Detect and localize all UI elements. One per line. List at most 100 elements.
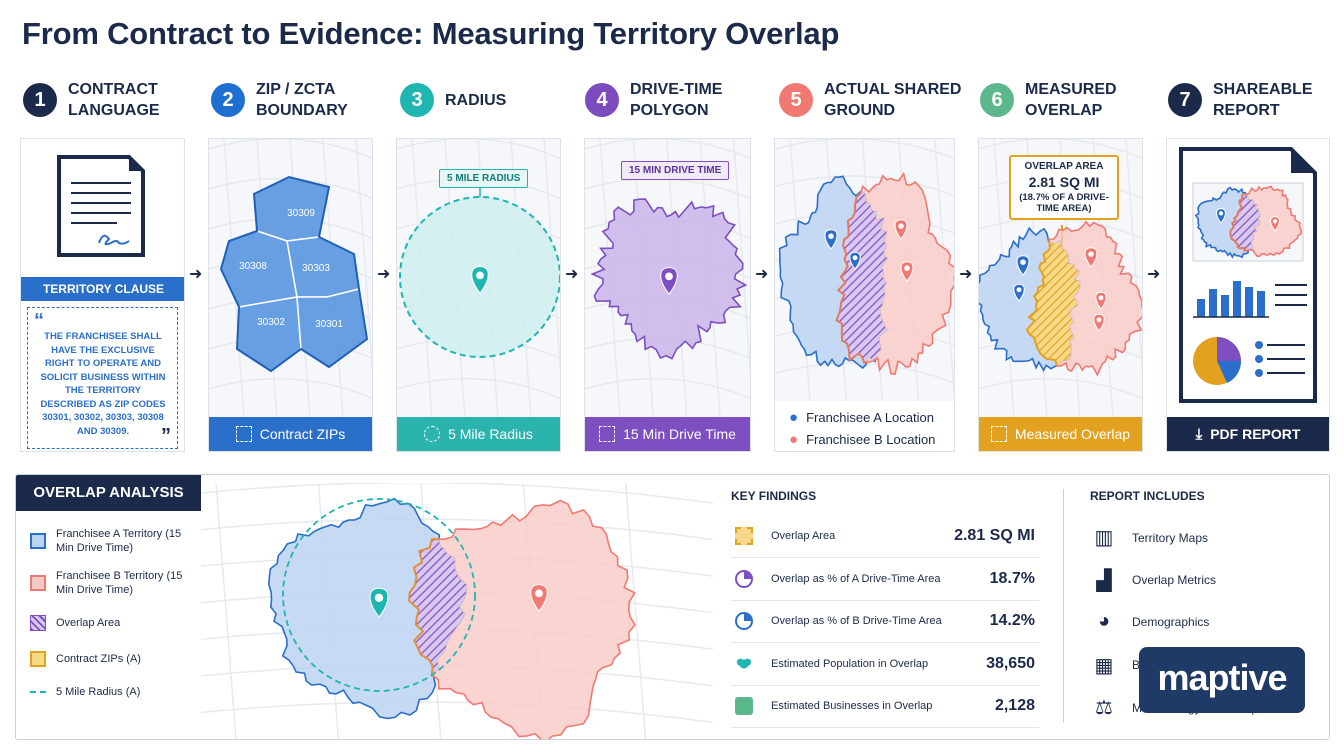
pin-dot bbox=[1272, 219, 1278, 224]
pin-dot bbox=[1016, 287, 1022, 293]
finding-value: 2.81 SQ MI bbox=[954, 527, 1035, 544]
arrow: ➜ bbox=[189, 266, 203, 283]
clause-heading: TERRITORY CLAUSE bbox=[21, 277, 184, 301]
zip-outline bbox=[219, 175, 369, 373]
radius-footer: 5 Mile Radius bbox=[397, 417, 560, 451]
legend-label: Contract ZIPs (A) bbox=[56, 653, 141, 665]
street bbox=[1125, 139, 1142, 374]
step-label: MEASURED OVERLAP bbox=[1025, 79, 1117, 121]
report-icon bbox=[1179, 147, 1317, 403]
report-footer: ⤓ PDF REPORT bbox=[1167, 417, 1329, 451]
legend-label: Franchisee B Territory (15 Min Drive Tim… bbox=[56, 570, 183, 596]
callout-title: OVERLAP AREA bbox=[1024, 161, 1104, 172]
pin-dot bbox=[1098, 295, 1104, 301]
mini-bar bbox=[1245, 287, 1253, 317]
drive-footer: 15 Min Drive Time bbox=[585, 417, 750, 451]
drive-map bbox=[585, 139, 750, 419]
pin-icon: ● bbox=[789, 431, 799, 448]
arrow: ➜ bbox=[755, 266, 769, 283]
legend-item: Contract ZIPs (A) bbox=[30, 651, 195, 667]
pin bbox=[900, 261, 914, 282]
findings-title: KEY FINDINGS bbox=[731, 489, 817, 503]
pin-dot bbox=[904, 265, 910, 271]
street bbox=[215, 483, 237, 739]
street bbox=[979, 139, 1142, 160]
step-number: 4 bbox=[585, 83, 619, 117]
clause-text: THE FRANCHISEE SHALL HAVE THE EXCLUSIVE … bbox=[40, 331, 166, 437]
label-line: RADIUS bbox=[445, 92, 507, 109]
drive-tag: 15 MIN DRIVE TIME bbox=[621, 161, 730, 180]
label-line: SHAREABLE bbox=[1213, 81, 1313, 98]
radius-tag: 5 MILE RADIUS bbox=[439, 169, 529, 188]
report-card: ⤓ PDF REPORT bbox=[1166, 138, 1330, 452]
include-icon: ▥ bbox=[1094, 527, 1114, 549]
footer-label: 15 Min Drive Time bbox=[623, 426, 736, 442]
finding-icon bbox=[735, 697, 753, 715]
label-line: LANGUAGE bbox=[68, 102, 160, 119]
clause-box: “ THE FRANCHISEE SHALL HAVE THE EXCLUSIV… bbox=[27, 307, 178, 449]
finding-value: 14.2% bbox=[989, 612, 1035, 629]
step-number: 5 bbox=[779, 83, 813, 117]
include-item: ▟ Overlap Metrics bbox=[1090, 568, 1216, 593]
mini-pie-slice bbox=[1217, 337, 1241, 361]
pin bbox=[849, 251, 861, 270]
footer-label: 5 Mile Radius bbox=[448, 426, 533, 442]
pin bbox=[1016, 255, 1030, 276]
legend-swatch bbox=[30, 615, 46, 631]
pin-dot bbox=[535, 589, 543, 598]
finding-label: Overlap as % of A Drive-Time Area bbox=[771, 572, 941, 585]
footer-label: PDF REPORT bbox=[1210, 426, 1301, 442]
territory-a bbox=[267, 497, 468, 720]
street bbox=[201, 483, 713, 504]
overlap-area bbox=[1229, 187, 1260, 258]
step-label: ACTUAL SHARED GROUND bbox=[824, 79, 961, 121]
mini-bar bbox=[1221, 295, 1229, 317]
street bbox=[585, 177, 750, 200]
include-label: Territory Maps bbox=[1132, 530, 1209, 545]
street bbox=[775, 139, 954, 160]
finding-icon bbox=[735, 569, 753, 588]
pin-dot bbox=[374, 593, 384, 602]
open-quote: “ bbox=[34, 310, 44, 332]
finding-icon bbox=[735, 527, 753, 545]
radius-map bbox=[397, 139, 560, 419]
arrow: ➜ bbox=[959, 266, 973, 283]
include-icon: ▟ bbox=[1096, 569, 1112, 592]
label-line: ACTUAL SHARED bbox=[824, 81, 962, 98]
overlap-area bbox=[1025, 228, 1081, 371]
street bbox=[397, 139, 560, 160]
include-label: Demographics bbox=[1132, 614, 1210, 629]
footer-icon bbox=[235, 426, 252, 442]
step-label: CONTRACT LANGUAGE bbox=[68, 79, 160, 121]
pin bbox=[1013, 283, 1025, 302]
step-label: DRIVE-TIME POLYGON bbox=[630, 79, 722, 121]
arrow: ➜ bbox=[565, 266, 579, 283]
step-number: 3 bbox=[400, 83, 434, 117]
pin bbox=[1093, 313, 1105, 332]
mini-bar bbox=[1257, 291, 1265, 317]
street bbox=[355, 139, 372, 374]
street bbox=[585, 139, 750, 160]
legend-swatch bbox=[30, 533, 46, 549]
pin-dot bbox=[665, 272, 673, 281]
finding-label: Estimated Businesses in Overlap bbox=[771, 700, 933, 712]
finding-label: Estimated Population in Overlap bbox=[771, 657, 929, 670]
pin bbox=[1270, 216, 1280, 232]
footer-icon bbox=[424, 426, 441, 442]
street bbox=[201, 701, 713, 724]
label-line: BOUNDARY bbox=[256, 102, 348, 119]
analysis-title: OVERLAP ANALYSIS bbox=[16, 475, 201, 511]
arrow: ➜ bbox=[1147, 266, 1161, 283]
zip-label: 30303 bbox=[302, 263, 330, 274]
mini-bar bbox=[1209, 289, 1217, 317]
step-number: 1 bbox=[23, 83, 57, 117]
overlap-card: OVERLAP AREA 2.81 SQ MI (18.7% OF A DRIV… bbox=[978, 138, 1143, 452]
include-item: ◕ Demographics bbox=[1090, 610, 1209, 633]
analysis-panel: OVERLAP ANALYSIS Franchisee A Territory … bbox=[15, 474, 1330, 740]
legend-item: Overlap Area bbox=[30, 615, 195, 631]
label-line: MEASURED bbox=[1025, 81, 1117, 98]
zip-label: 30301 bbox=[315, 319, 343, 330]
overlap-callout: OVERLAP AREA 2.81 SQ MI (18.7% OF A DRIV… bbox=[1009, 155, 1119, 220]
zip-card: 30309 30308 30303 30302 30301 Contract ZIPs bbox=[208, 138, 373, 452]
footer-icon bbox=[599, 426, 616, 442]
